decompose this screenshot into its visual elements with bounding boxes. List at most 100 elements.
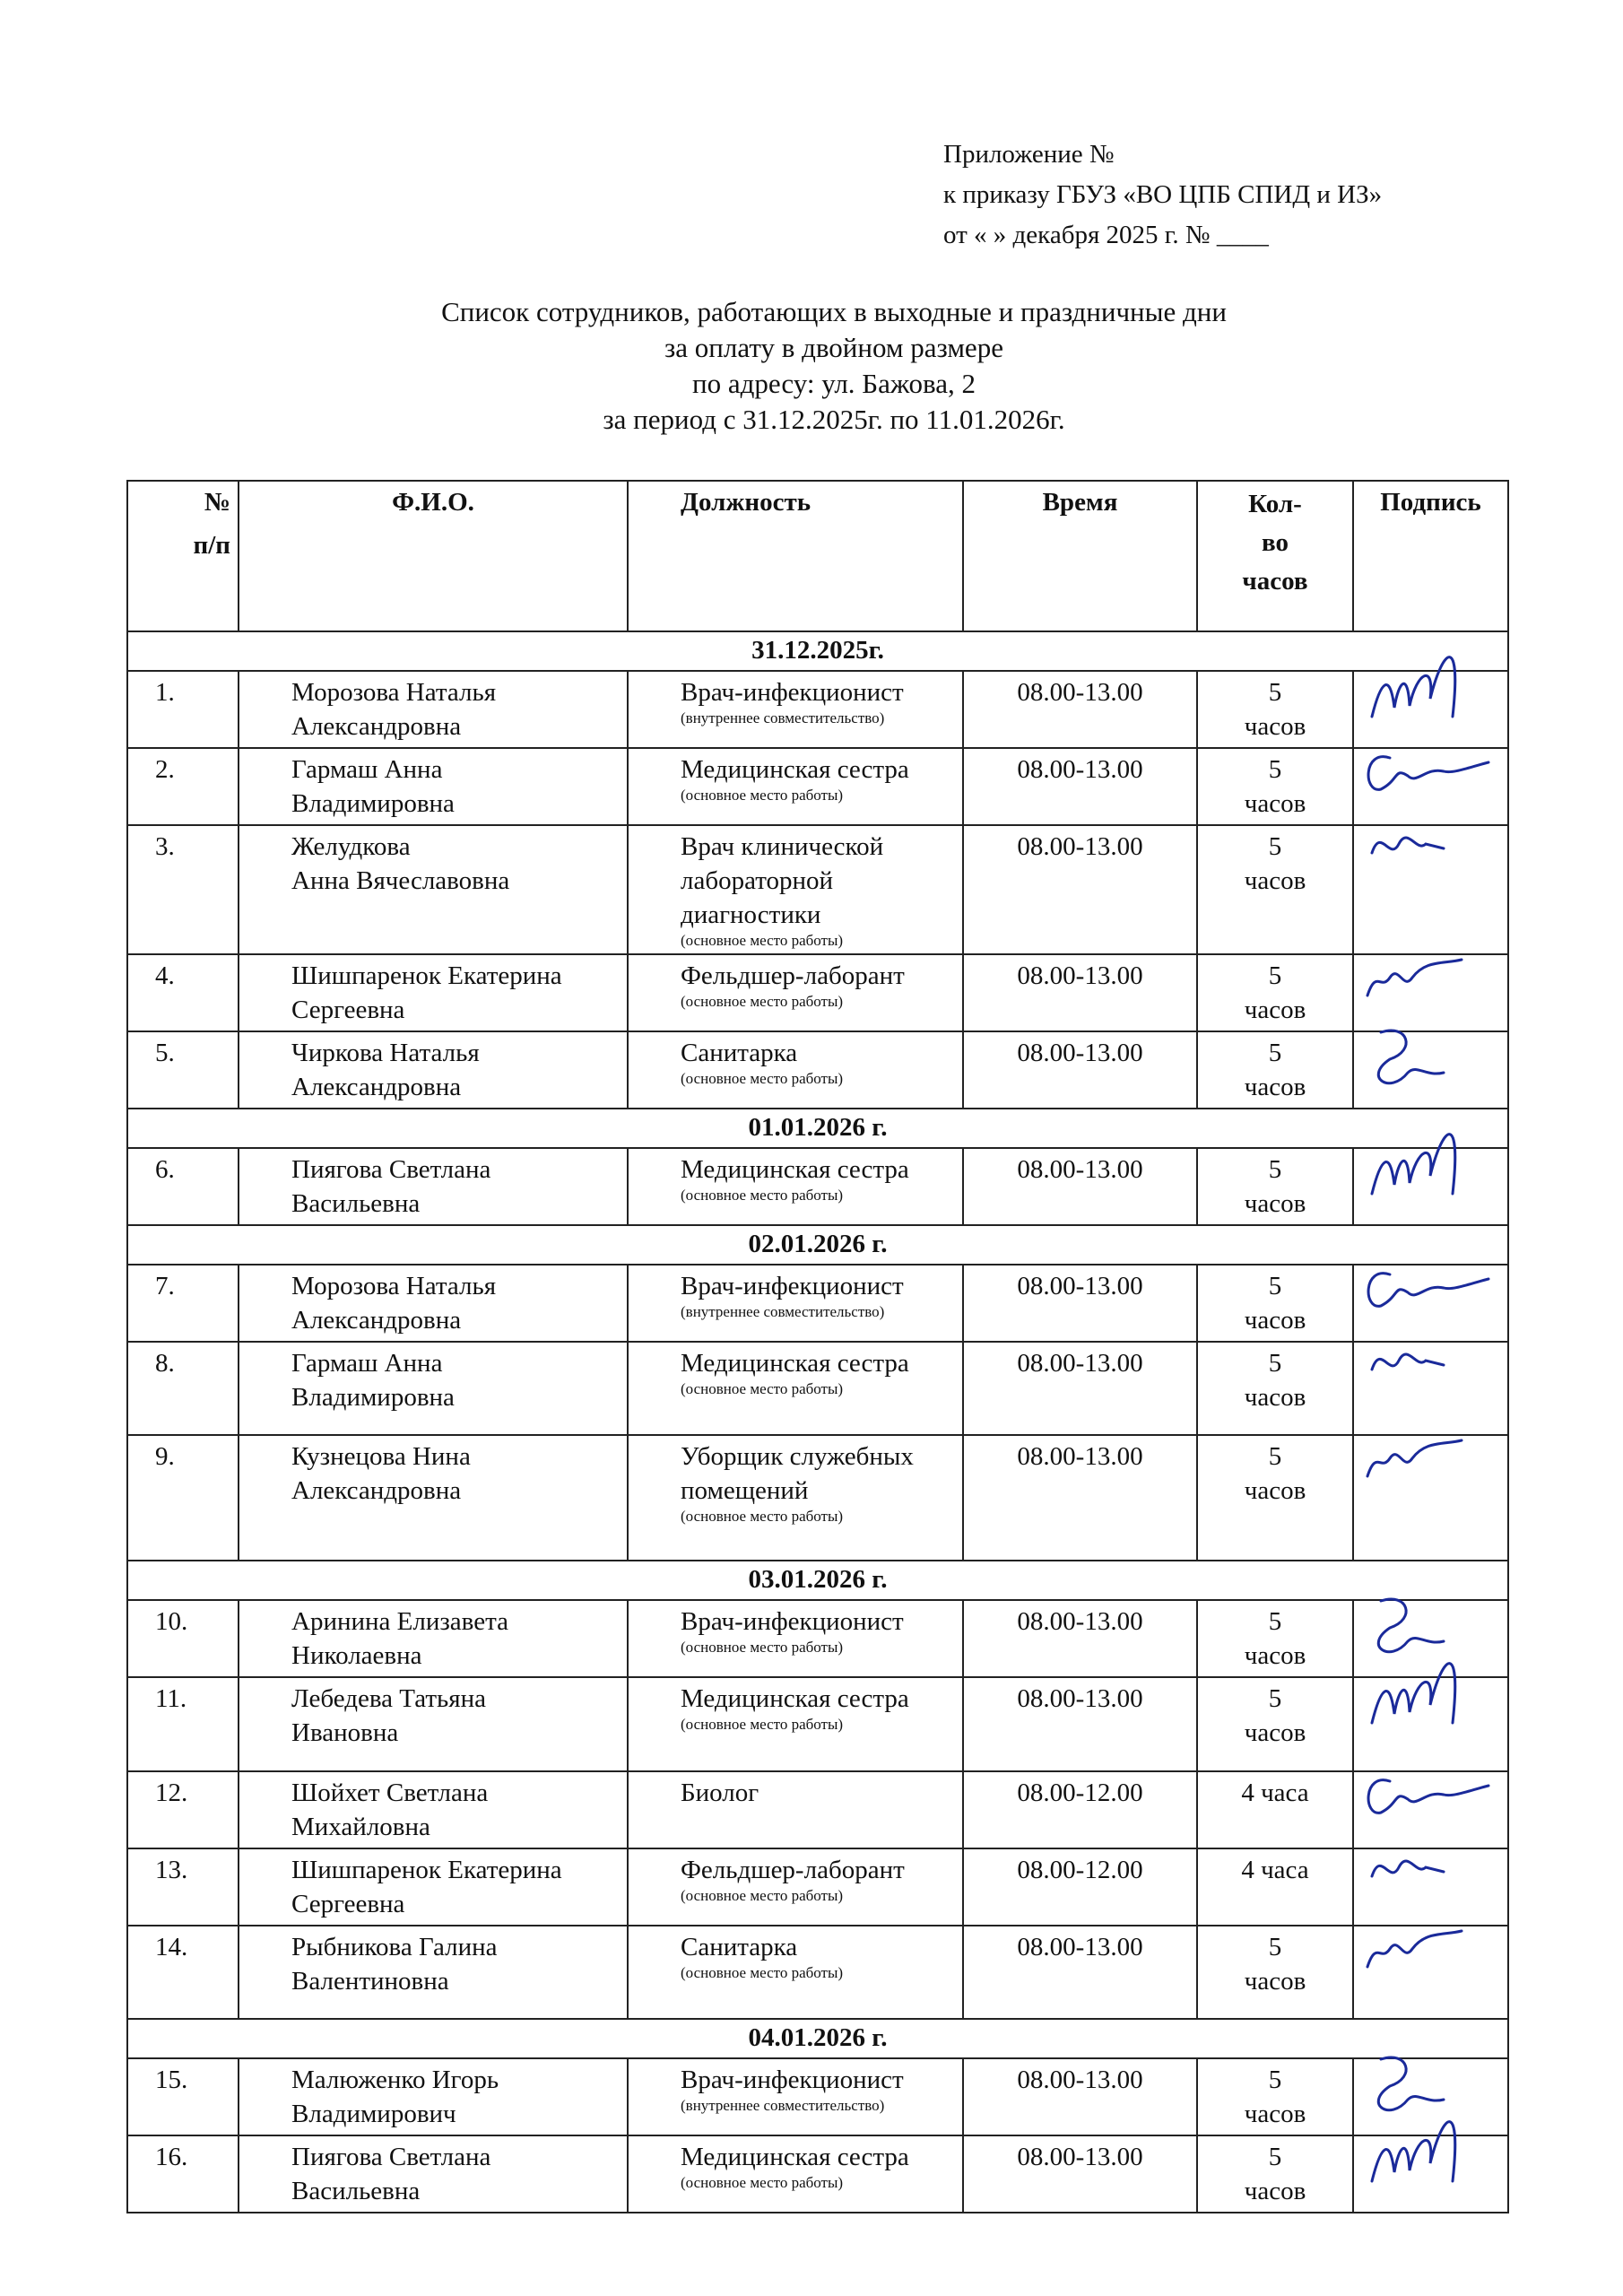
annex-line-3: от « » декабря 2025 г. № ____ [943, 221, 1269, 249]
hours-count: 5 часов [1196, 953, 1354, 1032]
employment-type-note: (внутреннее совместительство) [681, 2097, 885, 2114]
employment-type-note: (основное место работы) [681, 1887, 844, 1904]
table-row: 16. Пиягова Светлана Васильевна Медицинская… [126, 2120, 1509, 2213]
work-time: 08.00-13.00 [962, 1434, 1198, 1561]
work-time: 08.00-13.00 [962, 747, 1198, 826]
handwritten-signature [1367, 1779, 1490, 1814]
work-time: 08.00-12.00 [962, 1848, 1198, 1926]
employee-name: Пиягова Светлана Васильевна [238, 1147, 629, 1226]
hours-count: 5 часов [1196, 1264, 1354, 1343]
handwritten-signature [1370, 1662, 1457, 1725]
date-group-row: 31.12.2025г. [126, 631, 1509, 672]
work-time: 08.00-13.00 [962, 2135, 1198, 2213]
header-position: Должность [627, 480, 964, 632]
work-time: 08.00-13.00 [962, 1341, 1198, 1436]
employee-name: Гармаш Анна Владимировна [238, 747, 629, 826]
hours-count: 5 часов [1196, 1925, 1354, 2020]
employment-type-note: (внутреннее совместительство) [681, 1303, 885, 1320]
table-row: 2. Гармаш Анна Владимировна Медицинская сес… [126, 747, 1509, 826]
date-group-row: 03.01.2026 г. [126, 1560, 1509, 1601]
work-time: 08.00-13.00 [962, 1147, 1198, 1226]
row-number: 13. [126, 1848, 239, 1926]
hours-count: 5 часов [1196, 2135, 1354, 2213]
employee-name: Лебедева Татьяна Ивановна [238, 1676, 629, 1772]
work-time: 08.00-12.00 [962, 1770, 1198, 1849]
employee-position: Медицинская сестра (основное место работы… [627, 747, 964, 826]
title-line-3: по адресу: ул. Бажова, 2 [691, 368, 976, 399]
hours-count: 5 часов [1196, 1341, 1354, 1436]
date-label: 31.12.2025г. [126, 631, 1509, 672]
signature-cell [1352, 2120, 1509, 2213]
signature-cell [1352, 1264, 1509, 1343]
work-time: 08.00-13.00 [962, 1264, 1198, 1343]
handwritten-signature [1376, 1597, 1445, 1654]
employee-name: Гармаш Анна Владимировна [238, 1341, 629, 1436]
employment-type-note: (внутреннее совместительство) [681, 709, 885, 726]
work-time: 08.00-13.00 [962, 1676, 1198, 1772]
employment-type-note: (основное место работы) [681, 1187, 844, 1204]
title-line-4: за период с 31.12.2025г. по 11.01.2026г. [603, 404, 1065, 435]
row-number: 10. [126, 1599, 239, 1678]
employee-name: Пиягова Светлана Васильевна [238, 2135, 629, 2213]
handwritten-signature [1370, 1859, 1445, 1878]
employment-type-note: (основное место работы) [681, 1070, 844, 1087]
employee-position: Медицинская сестра (основное место работы… [627, 1676, 964, 1772]
employment-type-note: (основное место работы) [681, 1380, 844, 1397]
employee-name: Морозова Наталья Александровна [238, 670, 629, 749]
row-number: 14. [126, 1925, 239, 2020]
handwritten-signature [1366, 1929, 1463, 1969]
row-number: 12. [126, 1770, 239, 1849]
table-row: 1. Морозова Наталья Александровна Врач-инфе… [126, 656, 1509, 749]
employment-type-note: (основное место работы) [681, 1639, 844, 1656]
signature-cell [1352, 1662, 1509, 1772]
document-title: Список сотрудников, работающих в выходны… [0, 294, 1623, 438]
hours-count: 5 часов [1196, 1434, 1354, 1561]
employee-position: Врач-инфекционист (внутреннее совместител… [627, 1264, 964, 1343]
annex-line-1: Приложение № [943, 140, 1115, 169]
staff-table: № п/п Ф.И.О. Должность Время Кол-во часов … [126, 480, 1509, 2213]
row-number: 11. [126, 1676, 239, 1772]
employee-name: Шишпаренок Екатерина Сергеевна [238, 953, 629, 1032]
row-number: 2. [126, 747, 239, 826]
employee-position: Уборщик служебных помещений (основное мес… [627, 1434, 964, 1561]
table-header-row: № п/п Ф.И.О. Должность Время Кол-во часов … [126, 480, 1509, 632]
row-number: 3. [126, 824, 239, 955]
signature-cell [1352, 1133, 1509, 1226]
employment-type-note: (основное место работы) [681, 932, 844, 949]
table-row: 6. Пиягова Светлана Васильевна Медицинская … [126, 1133, 1509, 1226]
handwritten-signature [1370, 656, 1457, 718]
signature-cell [1352, 2056, 1509, 2136]
work-time: 08.00-13.00 [962, 670, 1198, 749]
employee-name: Желудкова Анна Вячеславовна [238, 824, 629, 955]
annex-line-2: к приказу ГБУЗ «ВО ЦПБ СПИД и ИЗ» [943, 180, 1383, 209]
hours-count: 5 часов [1196, 824, 1354, 955]
header-hours: Кол-во часов [1196, 480, 1354, 632]
table-row: 9. Кузнецова Нина Александровна Уборщик слу… [126, 1434, 1509, 1561]
row-number: 15. [126, 2057, 239, 2136]
work-time: 08.00-13.00 [962, 1599, 1198, 1678]
date-group-row: 04.01.2026 г. [126, 2018, 1509, 2059]
handwritten-signature [1367, 755, 1490, 791]
signature-cell [1352, 1434, 1509, 1561]
date-label: 03.01.2026 г. [126, 1560, 1509, 1601]
table-row: 7. Морозова Наталья Александровна Врач-инфе… [126, 1264, 1509, 1343]
employee-position: Врач клинической лабораторной диагностик… [627, 824, 964, 955]
header-signature: Подпись [1352, 480, 1509, 632]
employee-position: Санитарка (основное место работы) [627, 1925, 964, 2020]
employee-position: Врач-инфекционист (внутреннее совместител… [627, 670, 964, 749]
work-time: 08.00-13.00 [962, 953, 1198, 1032]
employee-name: Морозова Наталья Александровна [238, 1264, 629, 1343]
signature-cell [1352, 1597, 1509, 1678]
employment-type-note: (основное место работы) [681, 993, 844, 1010]
employee-name: Аринина Елизавета Николаевна [238, 1599, 629, 1678]
employee-position: Фельдшер-лаборант (основное место работы) [627, 953, 964, 1032]
hours-count: 5 часов [1196, 1676, 1354, 1772]
table-row: 8. Гармаш Анна Владимировна Медицинская сес… [126, 1341, 1509, 1436]
header-number: № п/п [126, 480, 239, 632]
handwritten-signature [1370, 2120, 1457, 2183]
work-time: 08.00-13.00 [962, 2057, 1198, 2136]
row-number: 8. [126, 1341, 239, 1436]
hours-count: 5 часов [1196, 2057, 1354, 2136]
signature-cell [1352, 1770, 1509, 1849]
row-number: 1. [126, 670, 239, 749]
